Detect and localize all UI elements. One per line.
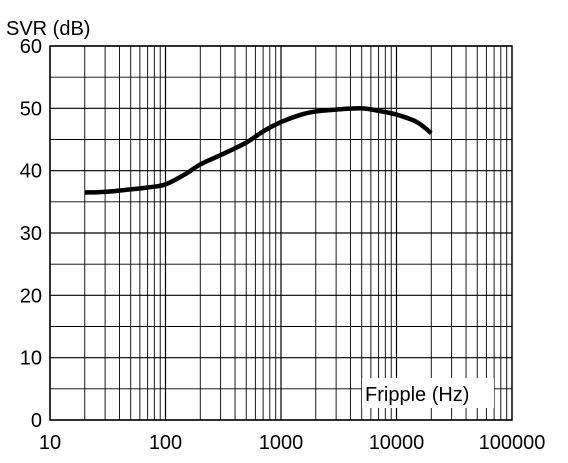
y-tick-label: 60 [20, 36, 42, 58]
y-tick-label: 10 [20, 348, 42, 370]
series-layer [84, 106, 433, 195]
plot-frame [49, 45, 513, 421]
y-tick-label: 30 [20, 223, 42, 245]
grid-lines [49, 45, 512, 421]
x-tick-label: 10000 [369, 432, 425, 454]
svr-series-line-0 [84, 106, 433, 195]
x-axis-title: Fripple (Hz) [365, 384, 469, 406]
y-axis-title: SVR (dB) [6, 18, 90, 40]
x-tick-label: 10 [39, 432, 61, 454]
y-tick-label: 40 [20, 161, 42, 183]
y-tick-label: 50 [20, 98, 42, 120]
x-tick-label: 100000 [479, 432, 546, 454]
x-axis-title-background [362, 378, 494, 408]
x-tick-label: 1000 [259, 432, 304, 454]
y-tick-label: 20 [20, 285, 42, 307]
y-tick-label: 0 [31, 410, 42, 432]
x-tick-label: 100 [149, 432, 182, 454]
